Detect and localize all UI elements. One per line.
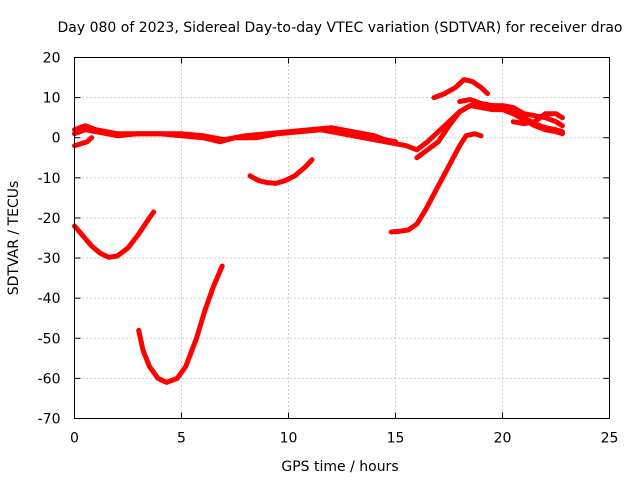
y-tick-label: 0 (52, 131, 61, 147)
series-line-s2 (72, 127, 398, 147)
series-line-s11 (457, 97, 565, 129)
x-tick-label: 10 (280, 431, 298, 447)
x-tick-label: 20 (494, 431, 512, 447)
x-axis-label: GPS time / hours (281, 459, 398, 475)
y-tick-label: -60 (38, 371, 61, 387)
series-line-s5 (136, 263, 225, 385)
x-tick-label: 15 (387, 431, 405, 447)
y-tick-label: -40 (38, 291, 61, 307)
y-tick-label: -20 (38, 211, 61, 227)
series-line-s9 (414, 103, 565, 161)
series-line-s10 (431, 77, 490, 101)
x-tick-label: 5 (177, 431, 186, 447)
y-tick-label: 10 (43, 91, 61, 107)
x-tick-label: 0 (70, 431, 79, 447)
y-axis-label: SDTVAR / TECUs (6, 181, 22, 296)
chart-title: Day 080 of 2023, Sidereal Day-to-day VTE… (57, 20, 622, 36)
plot-frame (74, 57, 610, 419)
series-layer (72, 77, 565, 385)
series-line-s6 (247, 157, 315, 186)
tick-layer: -70 -60 -50 -40 -30 -20 -10 0 10 20 0 5 10 15 20 25 (38, 51, 619, 447)
series-line-s7 (388, 131, 484, 235)
y-tick-label: -10 (38, 171, 61, 187)
y-tick-label: -30 (38, 251, 61, 267)
series-line-s12 (510, 111, 565, 127)
series-line-s3 (72, 135, 95, 149)
series-line-s4 (72, 209, 157, 260)
y-tick-label: -50 (38, 331, 61, 347)
y-tick-label: 20 (43, 51, 61, 67)
x-tick-label: 25 (601, 431, 619, 447)
y-tick-label: -70 (38, 412, 61, 428)
grid-layer (74, 57, 610, 419)
